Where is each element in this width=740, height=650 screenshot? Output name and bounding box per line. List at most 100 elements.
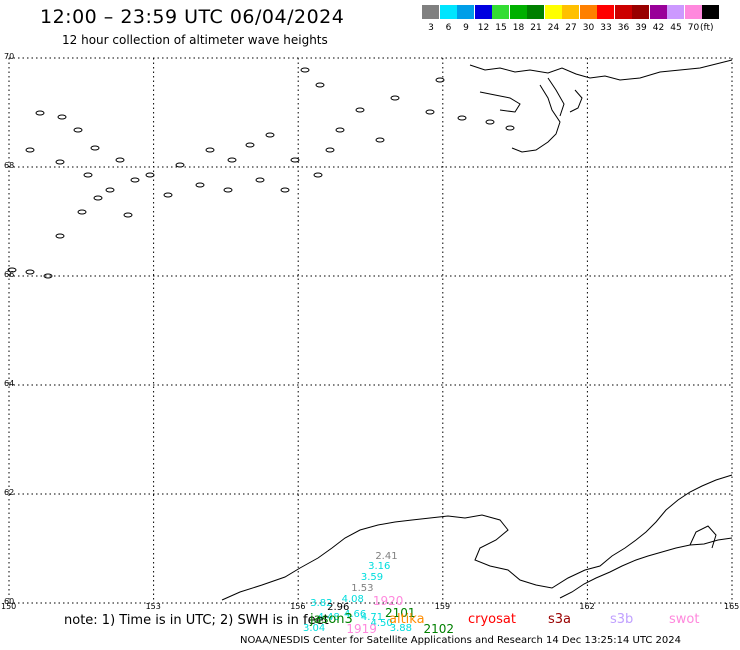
wave-height-value: 2.41 <box>375 550 398 562</box>
coastline <box>7 59 733 601</box>
ice-floe-outline <box>25 147 35 153</box>
legend-label: 3 <box>428 23 434 33</box>
coastline-segment <box>479 91 521 113</box>
lon-label: 156 <box>290 602 306 611</box>
ice-floe-outline <box>300 67 310 73</box>
ice-floe-outline <box>425 109 435 115</box>
legend-swatch <box>544 5 562 19</box>
ice-floe-outline <box>290 157 300 163</box>
coastline-segment <box>221 474 733 601</box>
ice-floe-outline <box>325 147 335 153</box>
satellite-name: swot <box>669 612 700 627</box>
ice-floe-outline <box>245 142 255 148</box>
ice-floe-outline <box>505 125 515 131</box>
ice-floe-outline <box>355 107 365 113</box>
legend-swatch <box>667 5 684 19</box>
lat-label: 62 <box>4 488 15 497</box>
lat-lon-grid <box>8 57 733 604</box>
lat-label: 70 <box>4 52 15 61</box>
ice-floe-outline <box>457 115 467 121</box>
wave-height-value: 3.16 <box>368 561 391 573</box>
legend-unit: (ft) <box>700 23 714 33</box>
legend-swatch <box>527 5 544 19</box>
wave-height-value: 4.48 <box>317 611 340 623</box>
ice-floe-outline <box>57 114 67 120</box>
legend-label: 12 <box>477 23 490 33</box>
wave-height-value: 4.66 <box>343 608 367 620</box>
lon-label: 153 <box>145 602 161 611</box>
ice-floe-outline <box>315 82 325 88</box>
ice-floe-outline <box>390 95 400 101</box>
coastline-segment <box>469 59 733 81</box>
ice-floe-outline <box>255 177 265 183</box>
ice-floe-outline <box>195 182 205 188</box>
wave-height-value: 3.88 <box>389 622 413 634</box>
ice-floe-outline <box>145 172 155 178</box>
legend-swatch <box>492 5 509 19</box>
legend-label: 39 <box>635 23 647 33</box>
ice-floe-outline <box>90 145 100 151</box>
legend-label: 45 <box>670 23 682 33</box>
ice-floe-outline <box>115 157 125 163</box>
ice-floe-outline <box>55 233 65 239</box>
legend-swatch <box>702 5 719 19</box>
ice-floe-outline <box>175 162 185 168</box>
ice-floe-outline <box>280 187 290 193</box>
ice-floe-outline <box>435 77 445 83</box>
ice-floe-outline <box>205 147 215 153</box>
footer-credit: NOAA/NESDIS Center for Satellite Applica… <box>240 635 682 646</box>
pass-time-label: 2101 <box>384 606 416 621</box>
legend-label: 6 <box>445 23 452 33</box>
pass-time-label: 1920 <box>372 594 404 609</box>
coastline-segment <box>547 77 565 117</box>
wave-height-value: 4.08 <box>341 593 364 605</box>
pass-time-label: 1919 <box>346 621 377 636</box>
legend-label: 33 <box>600 23 612 33</box>
lon-label: 159 <box>434 602 451 611</box>
pass-time-label: 2102 <box>423 621 455 636</box>
ice-floe-outline <box>35 110 45 116</box>
ice-floe-outline <box>25 269 35 275</box>
ice-floe-outline <box>223 187 233 193</box>
lon-label: 150 <box>1 602 17 611</box>
wave-height-value: 3.04 <box>303 622 326 634</box>
ice-floe-outline <box>375 137 385 143</box>
page-subtitle: 12 hour collection of altimeter wave hei… <box>62 33 328 47</box>
legend-swatch <box>422 5 439 19</box>
satellite-name: s3b <box>610 612 634 627</box>
legend-label: 36 <box>617 23 630 33</box>
legend-label: 30 <box>582 23 595 33</box>
legend-swatch <box>579 5 597 19</box>
legend-label: 27 <box>565 23 577 33</box>
lat-label: 64 <box>4 379 15 388</box>
wave-height-value: 3.59 <box>360 571 384 583</box>
legend-label: 42 <box>652 23 665 33</box>
legend-swatch <box>509 5 527 19</box>
coastline-segment <box>569 89 583 113</box>
legend-swatch <box>632 5 649 19</box>
ice-floe-outline <box>163 192 173 198</box>
lat-label: 68 <box>4 161 15 170</box>
coastline-segment <box>689 525 717 549</box>
legend-swatch <box>649 5 667 19</box>
wave-height-value: 1.53 <box>351 582 374 594</box>
coastline-segment <box>559 537 733 599</box>
ice-floe-outline <box>123 212 133 218</box>
ice-floe-outline <box>93 195 103 201</box>
satellite-name: jason3 <box>310 612 353 627</box>
legend-label: 70 <box>687 23 700 33</box>
ice-floe-outline <box>485 119 495 125</box>
satellite-name: altika <box>389 612 425 627</box>
lon-label: 162 <box>579 602 595 611</box>
ice-floe-outline <box>7 267 17 273</box>
lat-label: 66 <box>4 270 15 279</box>
ice-floe-outline <box>265 132 275 138</box>
note-text: note: 1) Time is in UTC; 2) SWH is in fe… <box>64 613 329 628</box>
legend-label: 9 <box>463 23 469 33</box>
ice-floe-outline <box>130 177 140 183</box>
ice-floe-outline <box>83 172 93 178</box>
legend-swatch <box>614 5 632 19</box>
satellite-name: s3a <box>548 612 572 627</box>
legend-label: 18 <box>512 23 525 33</box>
